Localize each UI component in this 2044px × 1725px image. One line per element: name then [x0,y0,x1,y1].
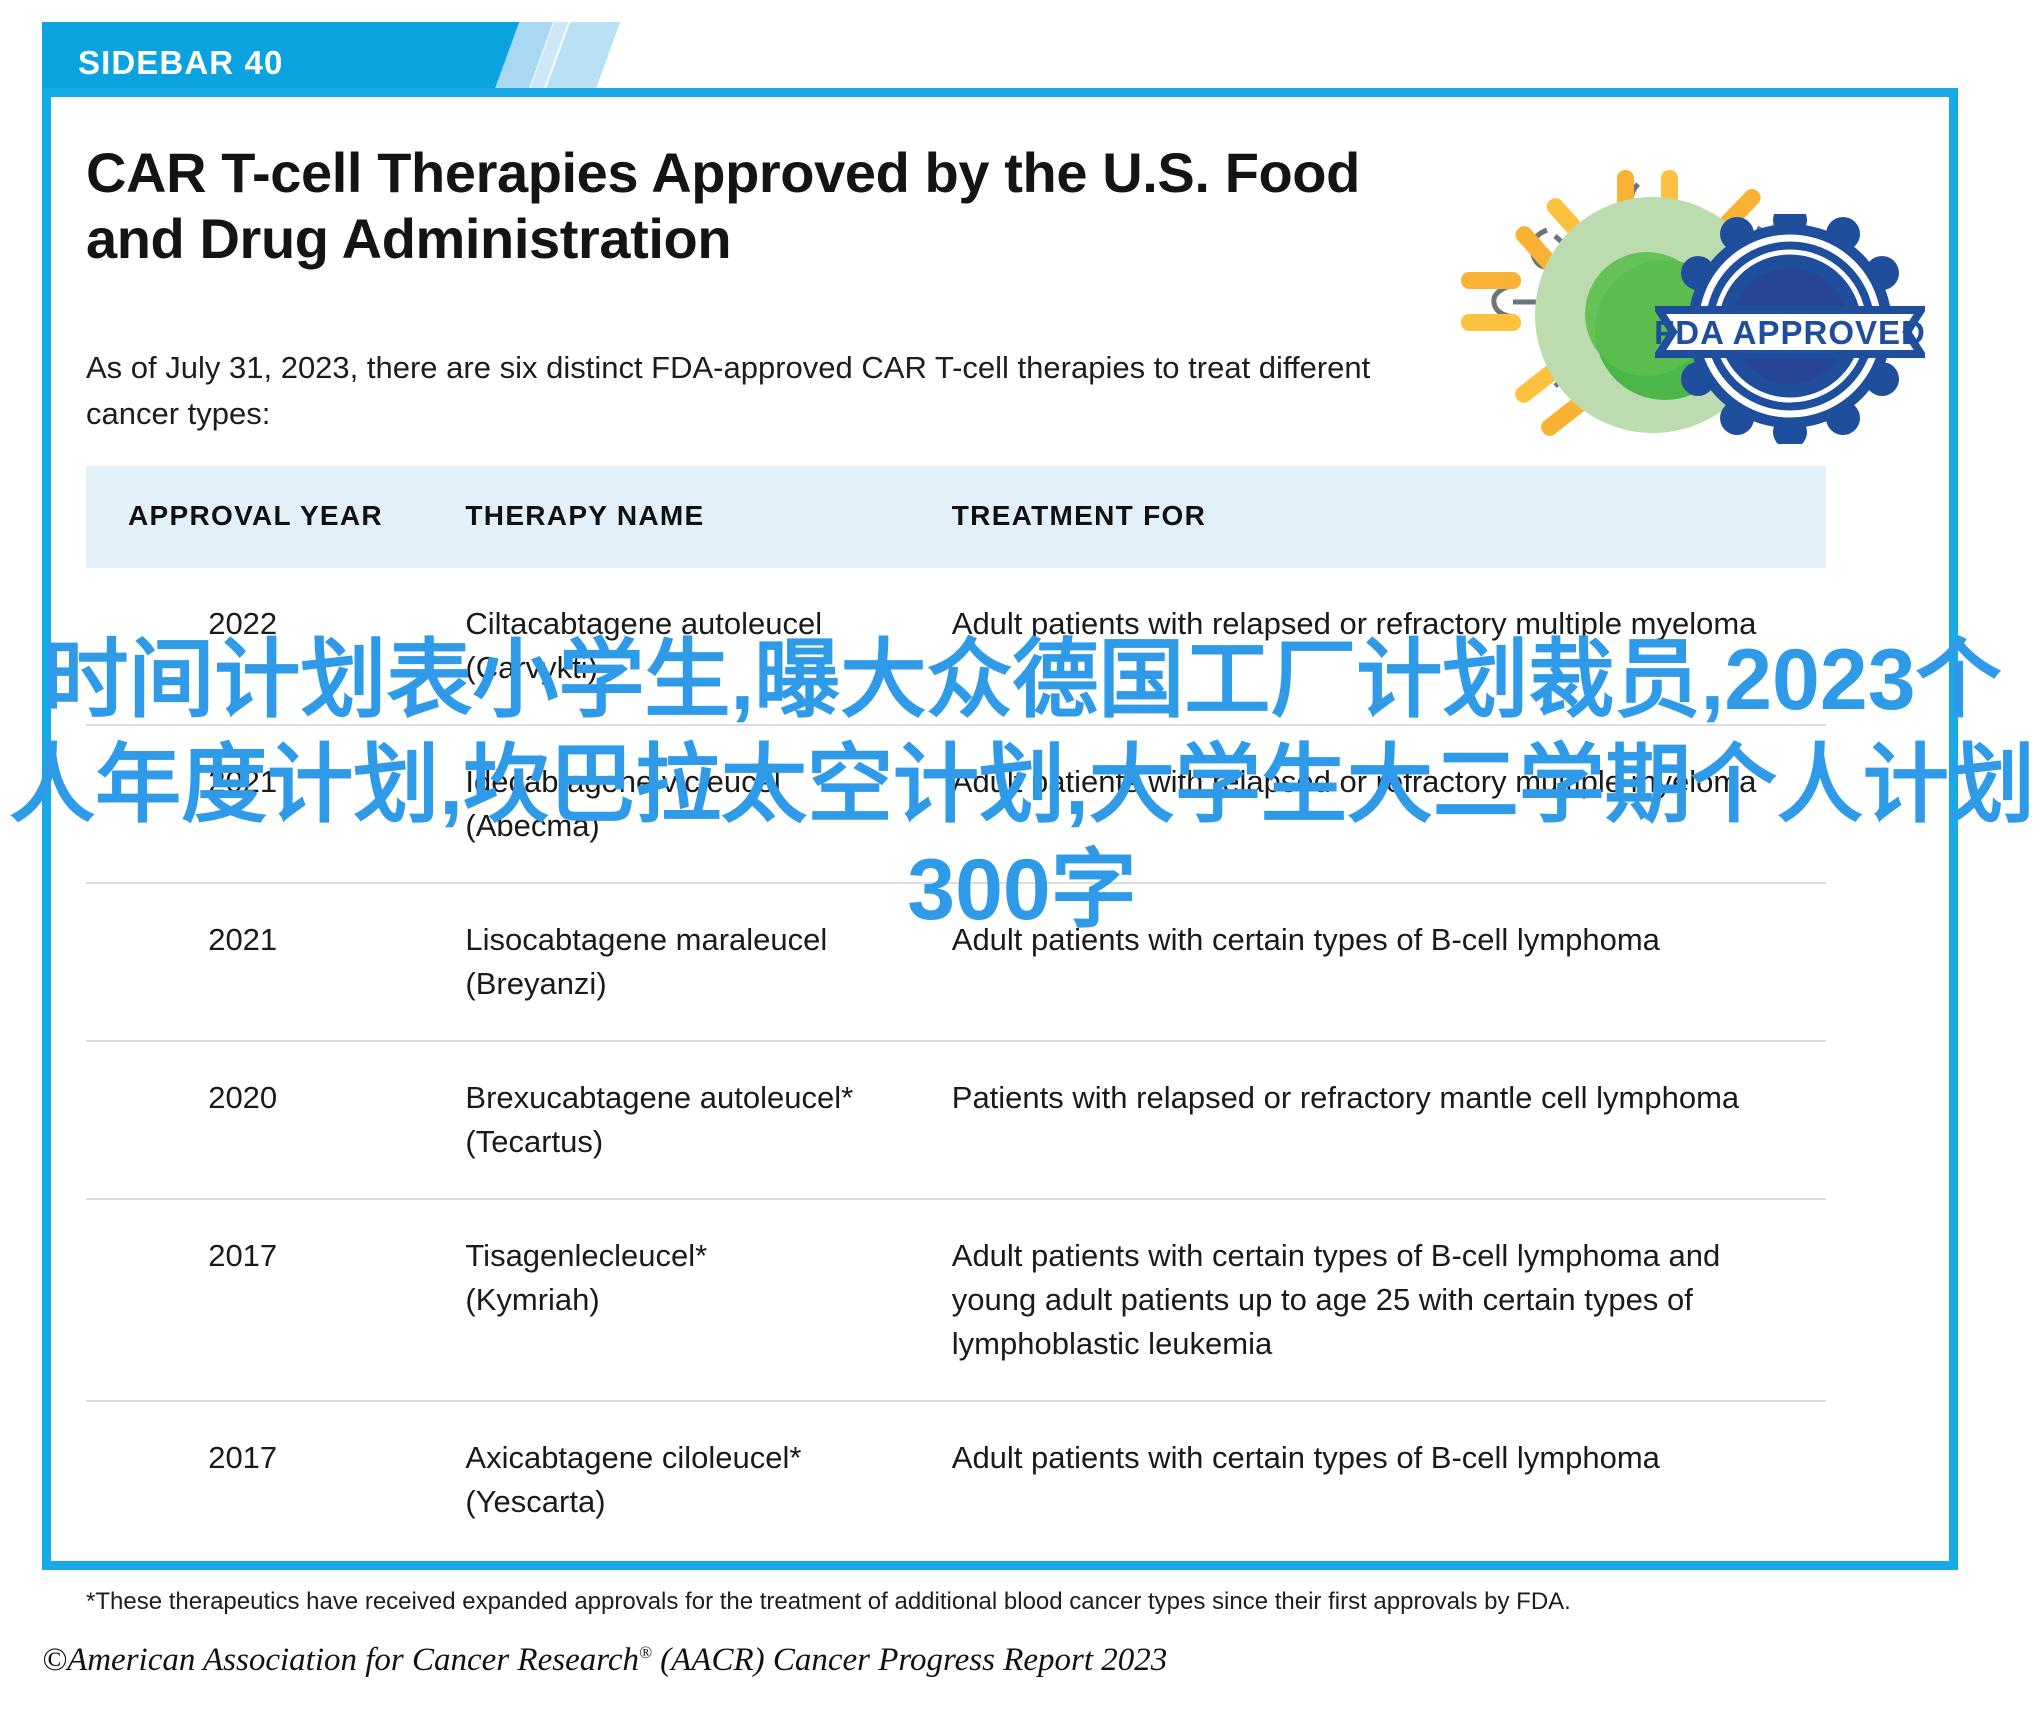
table-row: 2017 Axicabtagene ciloleucel* (Yescarta)… [86,1401,1826,1558]
table-header-row: APPROVAL YEAR THERAPY NAME TREATMENT FOR [86,466,1826,568]
table-row: 2022 Ciltacabtagene autoleucel (Carvykti… [86,568,1826,727]
therapy-brand-name: (Carvykti) [465,650,598,686]
therapy-brand-name: (Abecma) [465,808,600,844]
page-title: CAR T-cell Therapies Approved by the U.S… [86,141,1360,271]
cell-treatment-for: Patients with relapsed or refractory man… [951,1041,1826,1201]
table-body: 2022 Ciltacabtagene autoleucel (Carvykti… [86,568,1826,1558]
table-footnote: *These therapeutics have received expand… [86,1588,1571,1615]
column-header-approval-year: APPROVAL YEAR [86,466,466,568]
therapy-name-text: Brexucabtagene autoleucel* [465,1080,854,1116]
therapy-name-text: Axicabtagene ciloleucel* [465,1440,802,1476]
therapy-brand-name: (Tecartus) [465,1124,604,1160]
intro-paragraph: As of July 31, 2023, there are six disti… [86,350,1371,431]
cell-treatment-for: Adult patients with certain types of B-c… [951,883,1826,1043]
fda-approved-badge-text: FDA APPROVED [1655,314,1925,351]
column-header-therapy-name: THERAPY NAME [465,466,952,568]
cell-therapy-name: Tisagenlecleucel* (Kymriah) [465,1199,952,1403]
cell-treatment-for: Adult patients with relapsed or refracto… [951,568,1826,727]
t-cell-illustration: FDA APPROVED [1395,118,1925,448]
table-row: 2021 Lisocabtagene maraleucel (Breyanzi)… [86,883,1826,1043]
table-row: 2017 Tisagenlecleucel* (Kymriah) Adult p… [86,1199,1826,1403]
cell-therapy-name: Axicabtagene ciloleucel* (Yescarta) [465,1401,951,1558]
table-row: 2020 Brexucabtagene autoleucel* (Tecartu… [86,1041,1826,1201]
sidebar-tab-label: SIDEBAR 40 [78,44,284,81]
cell-approval-year: 2021 [86,883,466,1043]
cell-treatment-for: Adult patients with certain types of B-c… [951,1199,1826,1403]
cell-therapy-name: Brexucabtagene autoleucel* (Tecartus) [465,1041,952,1201]
therapy-name-text: Lisocabtagene maraleucel [465,922,828,958]
cell-approval-year: 2021 [86,725,466,885]
therapy-name-text: Tisagenlecleucel* [465,1238,708,1274]
therapy-brand-name: (Yescarta) [465,1484,606,1520]
attribution: ©American Association for Cancer Researc… [42,1642,1167,1679]
cell-approval-year: 2022 [86,568,466,727]
cell-approval-year: 2020 [86,1041,466,1201]
therapies-table: APPROVAL YEAR THERAPY NAME TREATMENT FOR… [86,466,1826,1558]
therapy-name-text: Idecabtagene vicleucel [465,764,781,800]
registered-mark: ® [638,1643,652,1662]
cell-treatment-for: Adult patients with certain types of B-c… [951,1440,1660,1476]
fda-approved-seal-icon: FDA APPROVED [1655,214,1925,444]
column-header-treatment-for: TREATMENT FOR [951,466,1826,568]
therapy-name-text: Ciltacabtagene autoleucel [465,606,823,641]
therapy-brand-name: (Kymriah) [465,1282,600,1318]
sidebar-header-band: SIDEBAR 40 [0,22,2044,100]
cell-treatment-for: Adult patients with relapsed or refracto… [951,725,1826,885]
cell-therapy-name: Idecabtagene vicleucel (Abecma) [465,725,952,885]
cell-approval-year: 2017 [86,1199,466,1403]
attribution-prefix: ©American Association for Cancer Researc… [42,1642,639,1678]
therapy-brand-name: (Breyanzi) [465,966,607,1002]
sidebar-tab [42,22,462,100]
attribution-suffix: (AACR) Cancer Progress Report 2023 [651,1642,1168,1678]
cell-therapy-name: Lisocabtagene maraleucel (Breyanzi) [465,883,952,1043]
table-row: 2021 Idecabtagene vicleucel (Abecma) Adu… [86,725,1826,885]
table-header: APPROVAL YEAR THERAPY NAME TREATMENT FOR [86,466,1826,568]
cell-therapy-name: Ciltacabtagene autoleucel (Carvykti) [465,568,952,727]
cell-approval-year: 2017 [208,1440,278,1476]
